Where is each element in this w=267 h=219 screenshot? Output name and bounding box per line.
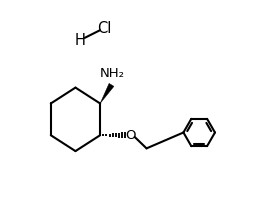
Text: O: O xyxy=(125,129,136,142)
Text: Cl: Cl xyxy=(97,21,111,36)
Polygon shape xyxy=(100,83,114,104)
Text: H: H xyxy=(74,33,85,48)
Text: NH₂: NH₂ xyxy=(100,67,125,81)
